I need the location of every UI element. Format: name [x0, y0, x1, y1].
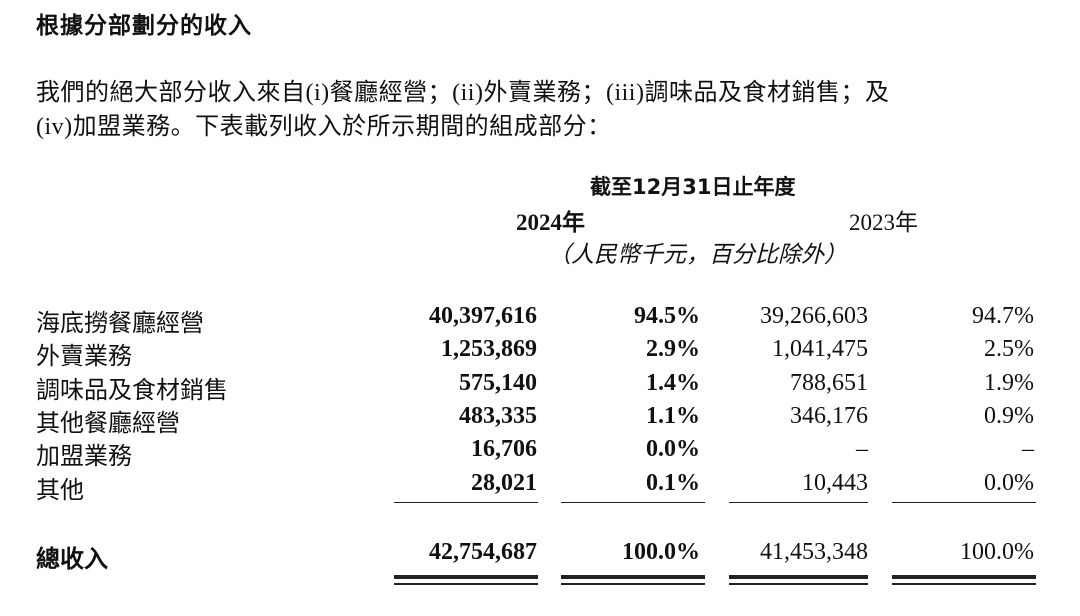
table-row: 調味品及食材銷售 575,140 1.4% 788,651 1.9% [0, 369, 1080, 404]
percent-2024: 1.1% [646, 402, 700, 429]
value-2023: 1,041,475 [772, 336, 868, 363]
percent-2024: 2.9% [646, 336, 700, 363]
row-label: 其他餐廳經營 [36, 410, 180, 437]
value-2024: 1,253,869 [441, 336, 537, 363]
table-row: 其他餐廳經營 483,335 1.1% 346,176 0.9% [0, 402, 1080, 437]
subtotal-rule [892, 502, 1036, 503]
table-row: 加盟業務 16,706 0.0% – – [0, 436, 1080, 471]
total-double-rule [729, 575, 868, 579]
value-2023: 788,651 [790, 369, 868, 396]
value-2023: 10,443 [802, 469, 868, 496]
period-header: 截至12月31日止年度 [590, 175, 796, 199]
subtotal-rule [561, 502, 705, 503]
table-row: 外賣業務 1,253,869 2.9% 1,041,475 2.5% [0, 336, 1080, 371]
total-double-rule [394, 575, 538, 579]
value-2023: 346,176 [790, 402, 868, 429]
subtotal-rule [729, 502, 868, 503]
unit-note: （人民幣千元，百分比除外） [548, 242, 847, 267]
total-double-rule [729, 583, 868, 585]
percent-2024: 94.5% [634, 303, 700, 329]
row-label: 其他 [36, 477, 84, 504]
paragraph-line-2: (iv)加盟業務。下表載列收入於所示期間的組成部分： [36, 114, 612, 140]
percent-2023: – [1022, 436, 1034, 463]
table-row: 其他 28,021 0.1% 10,443 0.0% [0, 469, 1080, 504]
percent-2023: 0.0% [984, 469, 1034, 496]
subtotal-rule [394, 502, 538, 503]
total-double-rule [561, 575, 705, 579]
value-2024: 575,140 [459, 369, 537, 396]
total-double-rule [892, 583, 1036, 585]
year-2023-header: 2023年 [849, 210, 918, 235]
table-row: 海底撈餐廳經營 40,397,616 94.5% 39,266,603 94.7… [0, 303, 1080, 337]
percent-2024: 100.0% [622, 539, 700, 565]
paragraph-line-1: 我們的絕大部分收入來自(i)餐廳經營；(ii)外賣業務；(iii)調味品及食材銷… [36, 80, 890, 106]
table-row-total: 總收入 42,754,687 100.0% 41,453,348 100.0% [0, 539, 1080, 573]
percent-2023: 94.7% [972, 303, 1034, 329]
percent-2023: 0.9% [984, 402, 1034, 429]
row-label: 總收入 [36, 547, 108, 573]
section-title: 根據分部劃分的收入 [36, 13, 252, 39]
percent-2024: 0.1% [646, 469, 700, 496]
percent-2024: 1.4% [646, 369, 700, 396]
value-2023: 41,453,348 [760, 539, 868, 565]
value-2024: 16,706 [471, 436, 537, 463]
percent-2024: 0.0% [646, 436, 700, 463]
percent-2023: 2.5% [984, 336, 1034, 363]
row-label: 海底撈餐廳經營 [36, 311, 204, 337]
percent-2023: 1.9% [984, 369, 1034, 396]
percent-2023: 100.0% [960, 539, 1034, 565]
total-double-rule [561, 583, 705, 585]
total-double-rule [892, 575, 1036, 579]
value-2024: 40,397,616 [429, 303, 537, 329]
value-2023: – [856, 436, 868, 463]
year-2024-header: 2024年 [516, 210, 585, 235]
row-label: 調味品及食材銷售 [36, 377, 228, 404]
value-2024: 28,021 [471, 469, 537, 496]
row-label: 加盟業務 [36, 444, 132, 471]
total-double-rule [394, 583, 538, 585]
value-2024: 483,335 [459, 402, 537, 429]
value-2023: 39,266,603 [760, 303, 868, 329]
value-2024: 42,754,687 [429, 539, 537, 565]
row-label: 外賣業務 [36, 344, 132, 371]
